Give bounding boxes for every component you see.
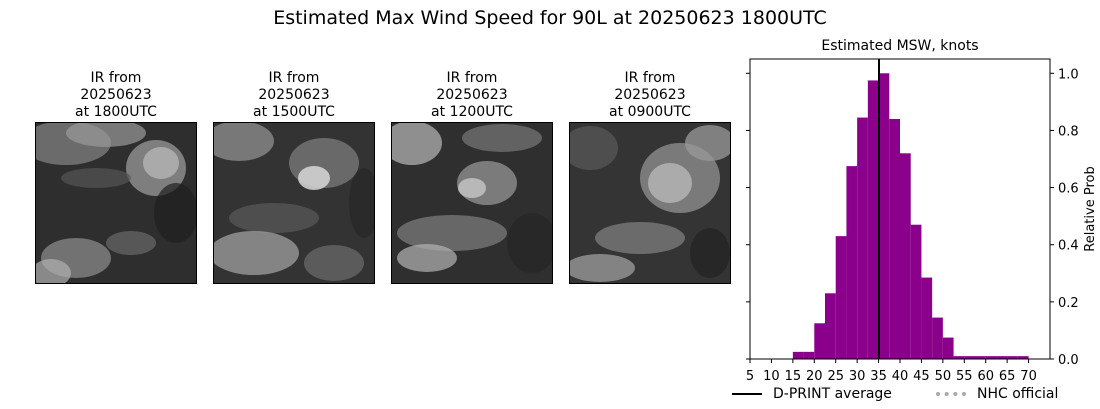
ir-panel-1200: IR from 20250623 at 1200UTC <box>391 70 553 284</box>
x-tick-label: 55 <box>956 369 973 384</box>
ir-title-time: at 1200UTC <box>431 104 513 120</box>
histogram-bar <box>835 236 847 359</box>
legend-line-swatch <box>732 393 762 395</box>
legend-label-nhc: NHC official <box>977 386 1059 402</box>
histogram-bar <box>985 356 997 359</box>
ir-panel-1500: IR from 20250623 at 1500UTC <box>213 70 375 284</box>
histogram-bars <box>792 73 1029 360</box>
histogram-bar <box>878 73 890 360</box>
ir-title-time: at 0900UTC <box>609 104 691 120</box>
histogram-bar <box>814 323 825 359</box>
ir-title-date: 20250623 <box>80 87 152 103</box>
ir-panel-title: IR from 20250623 at 0900UTC <box>569 70 731 122</box>
y-axis-ticks: 0.0 0.2 0.4 0.6 0.8 1.0 <box>746 67 1079 368</box>
x-axis-ticks: 5 10 15 20 25 30 35 40 45 50 55 60 65 70 <box>746 359 1037 384</box>
histogram-bar <box>867 80 879 359</box>
legend-item-nhc: NHC official <box>936 386 1058 402</box>
x-tick-label: 5 <box>746 369 754 384</box>
x-tick-label: 30 <box>849 369 866 384</box>
histogram-bar <box>857 117 868 359</box>
ir-title-time: at 1500UTC <box>253 104 335 120</box>
ir-title-date: 20250623 <box>258 87 330 103</box>
y-tick-label: 0.2 <box>1058 296 1079 311</box>
ir-title-time: at 1800UTC <box>75 104 157 120</box>
histogram-bar <box>846 166 858 359</box>
ir-title-line: IR from <box>446 70 498 86</box>
histogram-bar <box>921 277 933 359</box>
x-tick-label: 15 <box>785 369 802 384</box>
plot-frame <box>749 58 1051 360</box>
legend-label-dprint: D-PRINT average <box>773 386 892 402</box>
histogram-bar <box>889 119 900 359</box>
ir-title-line: IR from <box>90 70 142 86</box>
histogram-bar <box>1007 356 1018 359</box>
x-tick-label: 10 <box>763 369 780 384</box>
histogram-bar <box>964 356 975 359</box>
histogram-bar <box>996 356 1008 359</box>
histogram-bar <box>942 337 954 359</box>
x-tick-label: 60 <box>977 369 994 384</box>
legend-item-dprint: D-PRINT average <box>732 386 892 402</box>
y-tick-label: 0.8 <box>1058 124 1079 139</box>
x-tick-label: 50 <box>935 369 952 384</box>
y-axis-label: Relative Prob <box>1083 166 1098 251</box>
ir-title-date: 20250623 <box>436 87 508 103</box>
histogram-bar <box>803 351 815 359</box>
ir-panel-0900: IR from 20250623 at 0900UTC <box>569 70 731 284</box>
ir-panel-title: IR from 20250623 at 1800UTC <box>35 70 197 122</box>
y-tick-label: 0.4 <box>1058 239 1079 254</box>
x-tick-label: 20 <box>806 369 823 384</box>
figure-title: Estimated Max Wind Speed for 90L at 2025… <box>273 7 827 29</box>
x-tick-label: 25 <box>827 369 844 384</box>
ir-satellite-image <box>391 122 553 284</box>
x-tick-label: 45 <box>913 369 930 384</box>
ir-panel-title: IR from 20250623 at 1500UTC <box>213 70 375 122</box>
histogram-bar <box>825 293 836 359</box>
x-tick-label: 70 <box>1020 369 1037 384</box>
y-tick-label: 0.0 <box>1058 353 1079 368</box>
histogram-bar <box>910 224 922 359</box>
legend-dotted-swatch <box>936 392 966 396</box>
histogram-bar <box>900 153 911 359</box>
histogram-bar <box>953 356 965 359</box>
ir-panel-title: IR from 20250623 at 1200UTC <box>391 70 553 122</box>
x-tick-label: 35 <box>870 369 887 384</box>
x-tick-label: 40 <box>892 369 909 384</box>
ir-title-line: IR from <box>268 70 320 86</box>
ir-satellite-image <box>213 122 375 284</box>
ir-panel-1800: IR from 20250623 at 1800UTC <box>35 70 197 284</box>
ir-satellite-image <box>569 122 731 284</box>
y-tick-label: 0.6 <box>1058 182 1079 197</box>
histogram-bar <box>792 351 804 359</box>
ir-title-line: IR from <box>624 70 676 86</box>
histogram-bar <box>932 317 943 359</box>
histogram-bar <box>975 356 986 359</box>
ir-satellite-image <box>35 122 197 284</box>
histogram-bar <box>1017 356 1029 359</box>
y-tick-label: 1.0 <box>1058 67 1079 82</box>
ir-title-date: 20250623 <box>614 87 686 103</box>
x-tick-label: 65 <box>999 369 1016 384</box>
chart-title: Estimated MSW, knots <box>821 38 978 54</box>
